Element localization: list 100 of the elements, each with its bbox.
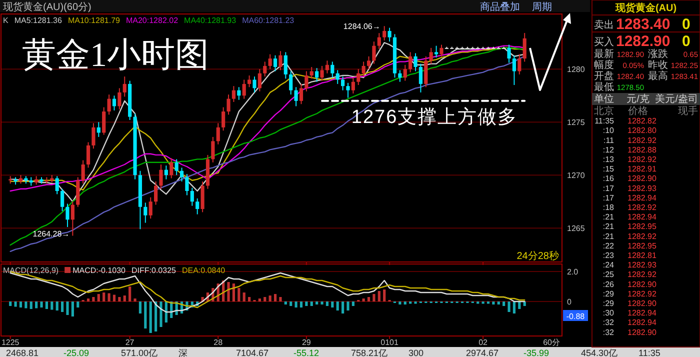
- candlestick: [170, 158, 174, 179]
- legend-title: MACD(12,26,9): [3, 266, 59, 275]
- text: :29: [602, 289, 615, 298]
- candlestick: [190, 187, 194, 206]
- bar: [508, 302, 510, 312]
- annotation: 1276支撑上方做多: [351, 106, 518, 128]
- bar: [108, 293, 110, 302]
- text: :15: [602, 164, 615, 174]
- text: MA60:1281.23: [242, 16, 295, 25]
- text: :12: [602, 145, 615, 154]
- candlestick: [185, 174, 189, 196]
- candlestick: [154, 180, 158, 206]
- candlestick: [414, 52, 418, 72]
- candlestick: [315, 68, 319, 82]
- series-label: DIFF:0.0325: [132, 266, 177, 275]
- candlestick: [388, 27, 392, 42]
- candlestick: [81, 160, 85, 184]
- candlestick: [356, 68, 360, 86]
- candlestick: [299, 83, 304, 105]
- chart-subtitle: 现货黄金(AU)(60分): [3, 1, 92, 13]
- text: 卖出: [594, 19, 614, 31]
- bar: [372, 294, 376, 302]
- bar: [320, 302, 324, 304]
- text: :11: [603, 136, 615, 145]
- text: 1282.94: [628, 212, 658, 222]
- bar: [149, 302, 152, 333]
- candlestick: [429, 47, 433, 64]
- legend-title: K: [3, 16, 9, 25]
- text: 1282.90: [628, 328, 658, 337]
- text: 1282.95: [628, 222, 658, 232]
- y-tick-label: 0: [567, 298, 572, 306]
- bar: [300, 302, 303, 308]
- text: 1282.94: [628, 193, 658, 202]
- candlestick: [200, 180, 204, 213]
- text: 571.00亿: [121, 348, 158, 357]
- candlestick: [382, 26, 386, 41]
- candlestick: [522, 32, 526, 62]
- text: 7104.67: [236, 348, 269, 357]
- text: -35.99: [524, 348, 550, 357]
- text: 1282.92: [628, 270, 658, 280]
- text: 1282.94: [628, 318, 658, 328]
- text: 1282.82: [628, 116, 658, 126]
- y-tick-label: 1265: [567, 224, 586, 234]
- candlestick: [366, 56, 371, 70]
- candlestick: [107, 94, 111, 116]
- bar: [279, 297, 282, 302]
- bar: [160, 302, 162, 327]
- text: MA20:1282.02: [126, 16, 179, 25]
- bar: [341, 302, 344, 314]
- text: 1282.92: [628, 232, 658, 241]
- x-tick-label: 1225: [1, 338, 20, 347]
- candlestick: [232, 86, 236, 102]
- candlestick: [252, 76, 256, 93]
- text: -55.12: [294, 348, 320, 357]
- text: 758.21亿: [351, 348, 388, 357]
- candlestick: [180, 167, 184, 182]
- series-label: DEA:0.0840: [182, 266, 226, 275]
- bar: [404, 302, 406, 304]
- bar: [284, 302, 287, 304]
- bar: [492, 302, 495, 304]
- text: 1282.92: [628, 203, 658, 212]
- candlestick: [216, 122, 220, 145]
- text: 1282.90: [628, 280, 658, 289]
- bar: [45, 302, 48, 309]
- bar: [367, 297, 370, 302]
- candlestick: [102, 106, 106, 136]
- y-tick-label: 1280: [567, 65, 586, 74]
- candlestick: [60, 188, 64, 212]
- text: 0: [682, 33, 690, 50]
- text: 深: [178, 348, 188, 357]
- text: 1282.93: [628, 260, 658, 270]
- candlestick: [66, 203, 70, 228]
- text: 开盘: [594, 70, 614, 82]
- bar: [383, 290, 386, 302]
- text: 300: [408, 348, 424, 357]
- bar: [331, 302, 334, 308]
- annotation: 24分28秒: [516, 250, 559, 262]
- candlestick: [362, 61, 366, 78]
- candlestick: [351, 77, 355, 94]
- bar: [398, 302, 402, 304]
- candlestick: [258, 68, 262, 92]
- text: :21: [602, 222, 615, 232]
- bar: [264, 297, 266, 302]
- x-tick-label: 02: [478, 338, 488, 347]
- candlestick: [372, 41, 376, 64]
- y-tick-label: 1275: [567, 118, 586, 128]
- y-tick-label: 2.0: [567, 268, 579, 276]
- text: :17: [602, 193, 615, 202]
- candlestick: [70, 201, 74, 236]
- text: 买入: [594, 36, 614, 48]
- bar: [112, 294, 116, 302]
- text: :30: [602, 308, 615, 318]
- bar: [497, 302, 500, 304]
- text: 现货黄金(AU): [614, 2, 677, 14]
- candlestick: [96, 122, 100, 138]
- x-tick-label: 27: [125, 338, 135, 347]
- candlestick: [408, 52, 412, 73]
- text: 美元/盎司: [655, 93, 698, 105]
- candlestick: [273, 54, 278, 72]
- text: 60分: [543, 338, 560, 347]
